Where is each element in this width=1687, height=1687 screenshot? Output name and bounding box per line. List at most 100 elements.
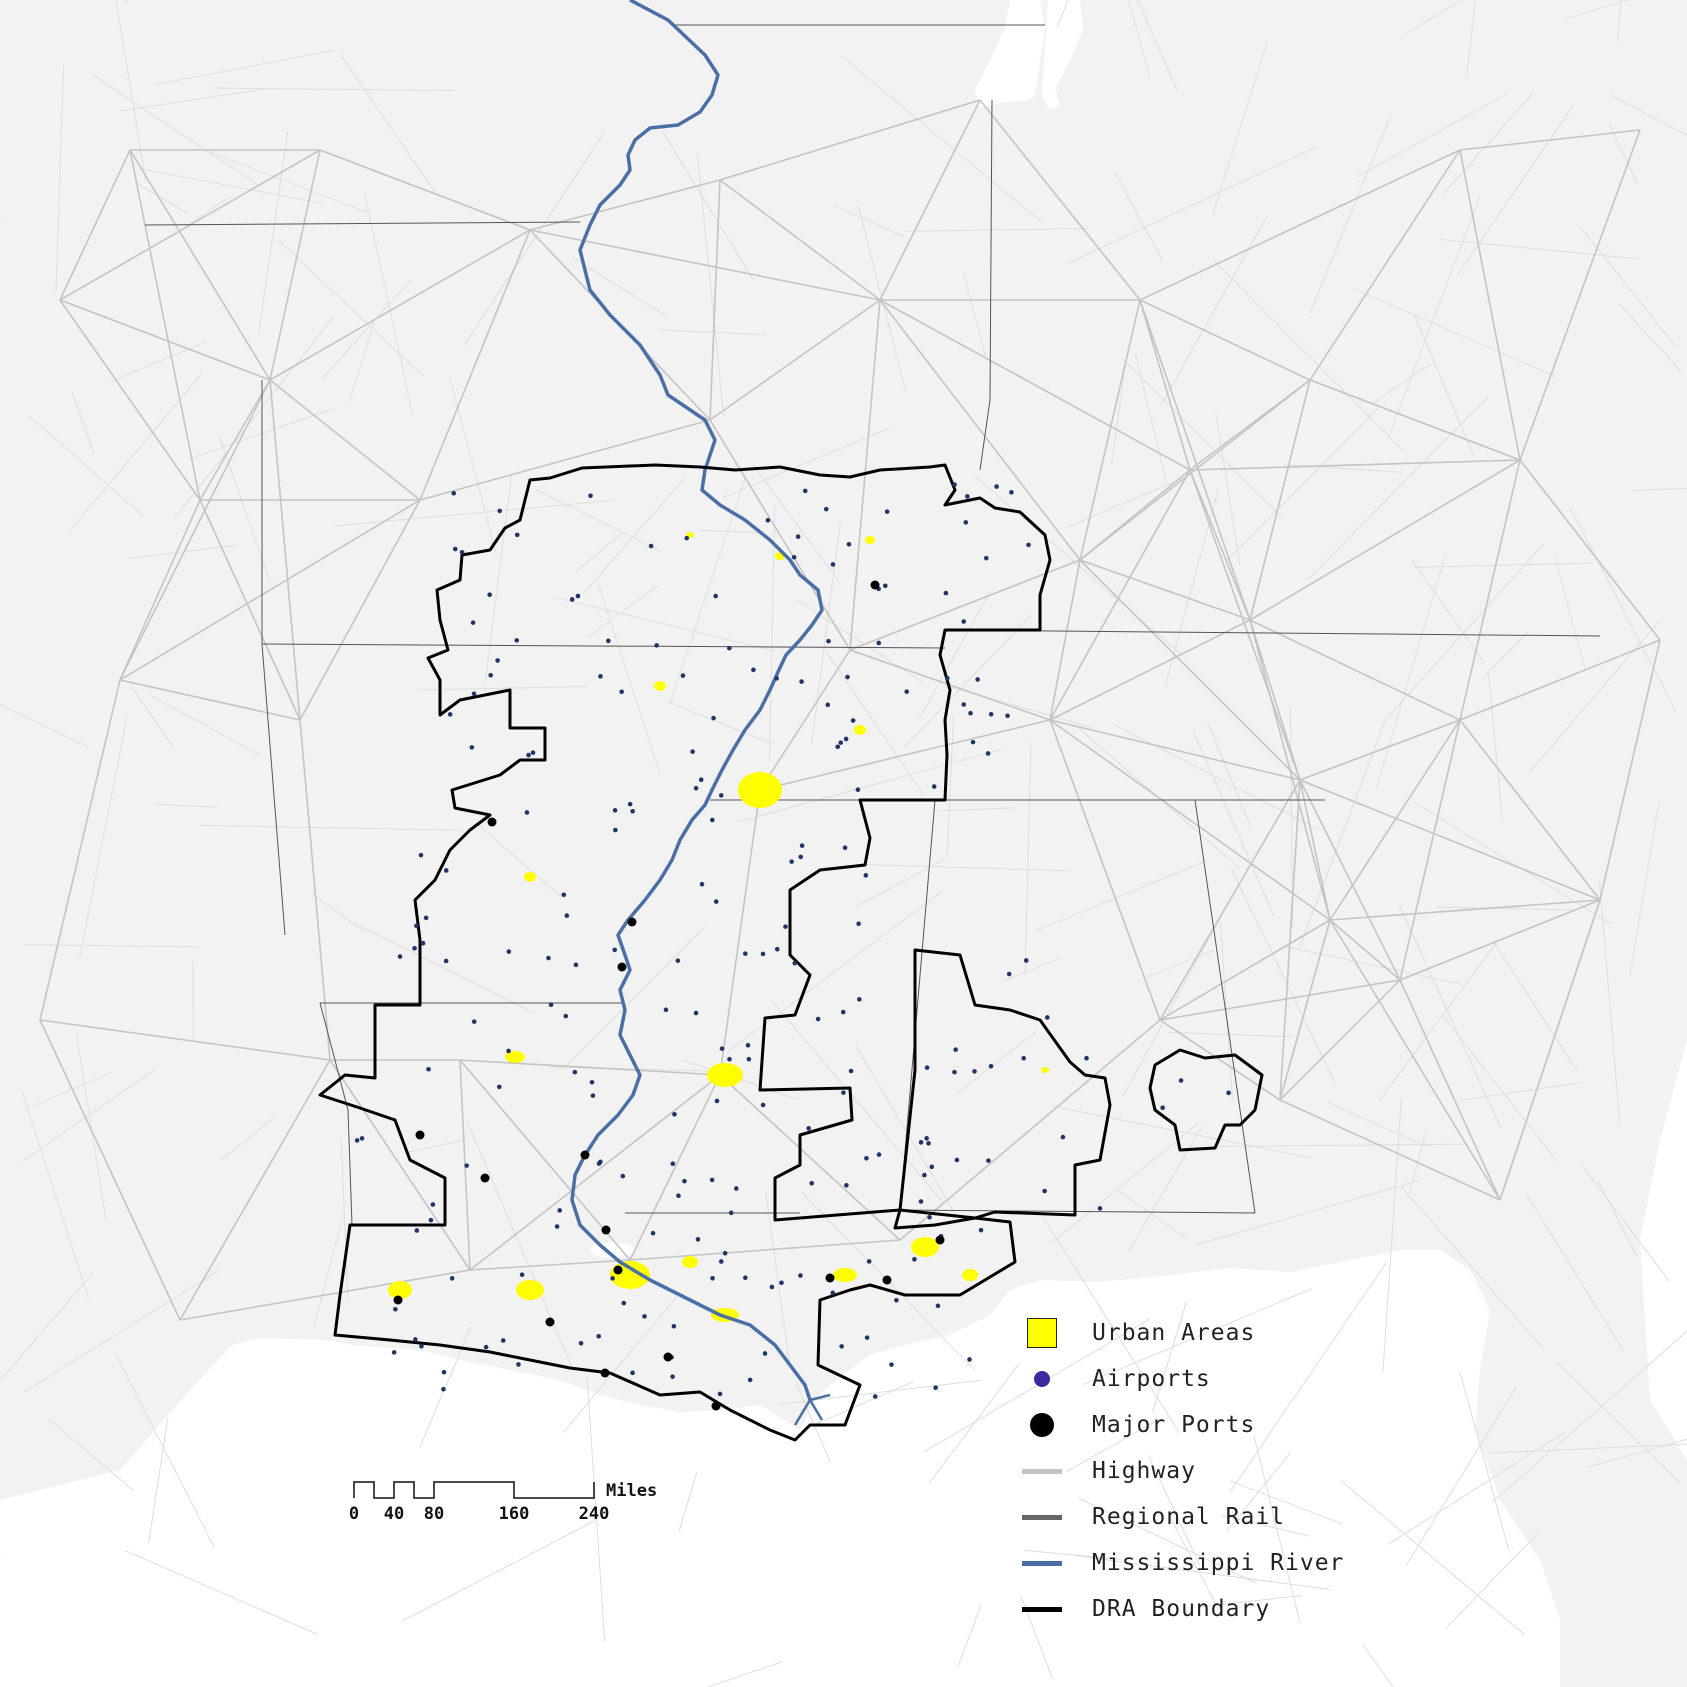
minor-road [199,824,461,831]
minor-road [0,1271,94,1382]
minor-road [1455,1081,1582,1102]
minor-road [1064,477,1183,529]
minor-road [402,1520,596,1622]
highway [1299,719,1461,781]
minor-road [678,1472,698,1533]
minor-road [28,415,144,517]
airport [610,1276,615,1281]
airport [746,1056,752,1062]
minor-road [1528,620,1660,773]
airport [713,593,718,599]
atlantic [1640,1040,1687,1460]
major-port [663,1352,673,1362]
minor-road [448,375,497,555]
airport [598,674,603,679]
highway [1139,149,1461,301]
minor-road [1194,1179,1420,1246]
minor-road [1610,94,1687,136]
airport [469,745,475,750]
major-port [580,1150,590,1160]
airport [354,1138,360,1143]
minor-road [1024,742,1032,976]
legend-label: Major Ports [1092,1412,1256,1438]
major-port [825,1273,835,1283]
highway [1079,559,1251,621]
highway [1329,899,1601,921]
highway [1279,979,1401,1101]
highway [459,1059,631,1261]
airport [613,827,618,833]
minor-road [220,1117,275,1161]
airport [747,1377,753,1383]
highway [1159,919,1331,1021]
minor-road [354,923,534,1014]
minor-road [1024,1549,1121,1560]
airport [487,592,492,598]
major-port [601,1225,611,1235]
urban-area [738,772,782,808]
airport [612,808,618,813]
minor-road [92,74,259,186]
airport [743,1275,748,1281]
highway [299,719,331,1061]
minor-road [1035,860,1208,932]
minor-road [1414,802,1612,925]
airport [872,1394,878,1399]
minor-road [918,591,991,720]
airport [842,845,848,851]
airport [430,1202,436,1207]
airport [488,672,494,678]
highway [719,99,981,181]
airport [988,1063,994,1069]
minor-road [108,341,206,383]
airport [420,940,426,946]
state-border-ar-ok [261,643,286,936]
airport [514,532,520,538]
airport [894,1297,899,1303]
minor-road [1229,1262,1387,1493]
airport [789,859,794,864]
minor-road [1457,105,1574,276]
minor-road [1459,1372,1510,1550]
airport [1226,1090,1231,1096]
state-borders [144,24,1601,1226]
minor-road [115,0,147,183]
legend-label: Urban Areas [1092,1320,1256,1346]
minor-road [535,488,663,553]
highway [1049,559,1081,721]
major-port [480,1173,490,1183]
airport [760,951,766,957]
airport [423,915,429,921]
minor-road [938,807,1015,812]
minor-road [130,685,176,750]
minor-road [928,1362,1020,1484]
highway [719,789,761,1076]
airport [426,1066,431,1072]
airport [929,1164,935,1170]
airport [719,1046,725,1051]
highway [59,299,201,501]
airport [650,1230,656,1236]
airport [718,793,724,798]
minor-road [120,89,262,112]
highway [629,1074,721,1261]
state-border-ky-tn [944,629,1601,637]
airport [840,1009,846,1015]
minor-road [1042,1217,1181,1434]
airport [994,484,999,489]
major-port [627,917,637,927]
minor-road [405,1139,465,1154]
airport [693,1010,699,1016]
airport [809,1180,815,1186]
airport [572,1069,578,1075]
airport [918,1199,924,1204]
minor-road [1168,1514,1219,1610]
minor-road [114,1352,216,1549]
minor-road [135,182,190,215]
airport [573,962,579,968]
minor-road [661,130,754,281]
highway [1279,919,1331,1101]
airport [846,541,852,547]
